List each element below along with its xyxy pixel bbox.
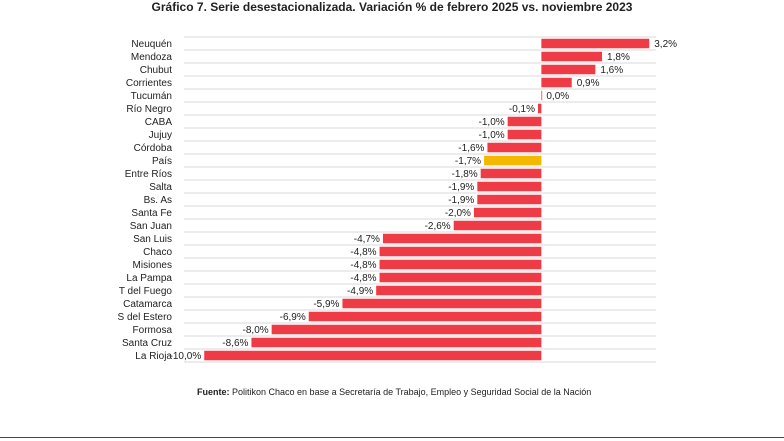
category-label: Tucumán bbox=[131, 91, 172, 102]
value-label: -1,9% bbox=[448, 195, 474, 206]
value-label: 0,9% bbox=[577, 78, 600, 89]
gridlines bbox=[184, 36, 656, 363]
category-label: Bs. As bbox=[144, 195, 172, 206]
bar bbox=[251, 337, 542, 348]
value-label: -4,8% bbox=[350, 247, 376, 258]
bar bbox=[379, 246, 542, 257]
value-label: -6,9% bbox=[280, 312, 306, 323]
bar bbox=[538, 103, 542, 114]
category-label: T del Fuego bbox=[119, 286, 173, 297]
bar bbox=[379, 272, 542, 283]
category-label: La Pampa bbox=[126, 273, 172, 284]
bar bbox=[271, 324, 542, 335]
value-label: -8,6% bbox=[222, 338, 248, 349]
category-label: San Juan bbox=[130, 221, 172, 232]
category-label: Chubut bbox=[140, 65, 172, 76]
labels: Neuquén 3,2% Mendoza 1,8% Chubut 1,6% Corrient… bbox=[118, 39, 678, 362]
value-label: -8,0% bbox=[243, 325, 269, 336]
category-label: Chaco bbox=[143, 247, 172, 258]
value-label: -4,8% bbox=[350, 260, 376, 271]
category-label: País bbox=[152, 156, 172, 167]
value-label: -1,7% bbox=[455, 156, 481, 167]
bars bbox=[204, 38, 650, 361]
category-label: Neuquén bbox=[131, 39, 172, 50]
category-label: Jujuy bbox=[149, 130, 172, 141]
value-label: -10,0% bbox=[170, 351, 202, 362]
category-label: Entre Ríos bbox=[125, 169, 172, 180]
category-label: La Rioja bbox=[135, 351, 172, 362]
source-note: Fuente: Politikon Chaco en base a Secret… bbox=[197, 387, 591, 397]
source-text: Politikon Chaco en base a Secretaría de … bbox=[232, 387, 592, 397]
bar bbox=[541, 51, 603, 62]
category-label: Santa Cruz bbox=[122, 338, 172, 349]
value-label: 0,0% bbox=[546, 91, 569, 102]
bar bbox=[473, 207, 542, 218]
bar bbox=[477, 194, 542, 205]
bar bbox=[376, 285, 542, 296]
value-label: -5,9% bbox=[313, 299, 339, 310]
bar bbox=[507, 129, 542, 140]
chart-title: Gráfico 7. Serie desestacionalizada. Var… bbox=[151, 0, 633, 14]
bar bbox=[379, 259, 542, 270]
bar bbox=[484, 155, 542, 166]
value-label: -1,6% bbox=[458, 143, 484, 154]
value-label: -1,9% bbox=[448, 182, 474, 193]
value-label: -4,9% bbox=[347, 286, 373, 297]
category-label: Catamarca bbox=[123, 299, 172, 310]
category-label: Formosa bbox=[133, 325, 173, 336]
category-label: Río Negro bbox=[126, 104, 172, 115]
value-label: -1,8% bbox=[452, 169, 478, 180]
bar bbox=[487, 142, 542, 153]
value-label: -4,8% bbox=[350, 273, 376, 284]
value-label: -2,6% bbox=[425, 221, 451, 232]
bar bbox=[480, 168, 542, 179]
bar bbox=[204, 350, 542, 361]
category-label: CABA bbox=[145, 117, 173, 128]
bar bbox=[541, 38, 650, 49]
bar bbox=[541, 64, 596, 75]
bar bbox=[507, 116, 542, 127]
source-label: Fuente: bbox=[197, 387, 230, 397]
value-label: -2,0% bbox=[445, 208, 471, 219]
bar bbox=[308, 311, 542, 322]
category-label: San Luis bbox=[133, 234, 172, 245]
category-label: Misiones bbox=[133, 260, 172, 271]
category-label: Mendoza bbox=[131, 52, 173, 63]
value-label: -1,0% bbox=[479, 130, 505, 141]
category-label: S del Estero bbox=[118, 312, 173, 323]
bar bbox=[541, 77, 572, 88]
bar bbox=[477, 181, 542, 192]
value-label: 1,6% bbox=[600, 65, 623, 76]
bar bbox=[382, 233, 542, 244]
value-label: 3,2% bbox=[654, 39, 677, 50]
bottom-divider bbox=[0, 437, 784, 438]
bar bbox=[342, 298, 542, 309]
bar bbox=[541, 90, 543, 101]
category-label: Corrientes bbox=[126, 78, 172, 89]
bar bbox=[453, 220, 542, 231]
value-label: 1,8% bbox=[607, 52, 630, 63]
value-label: -1,0% bbox=[479, 117, 505, 128]
category-label: Salta bbox=[149, 182, 172, 193]
category-label: Córdoba bbox=[134, 143, 173, 154]
category-label: Santa Fe bbox=[131, 208, 172, 219]
value-label: -4,7% bbox=[354, 234, 380, 245]
value-label: -0,1% bbox=[509, 104, 535, 115]
